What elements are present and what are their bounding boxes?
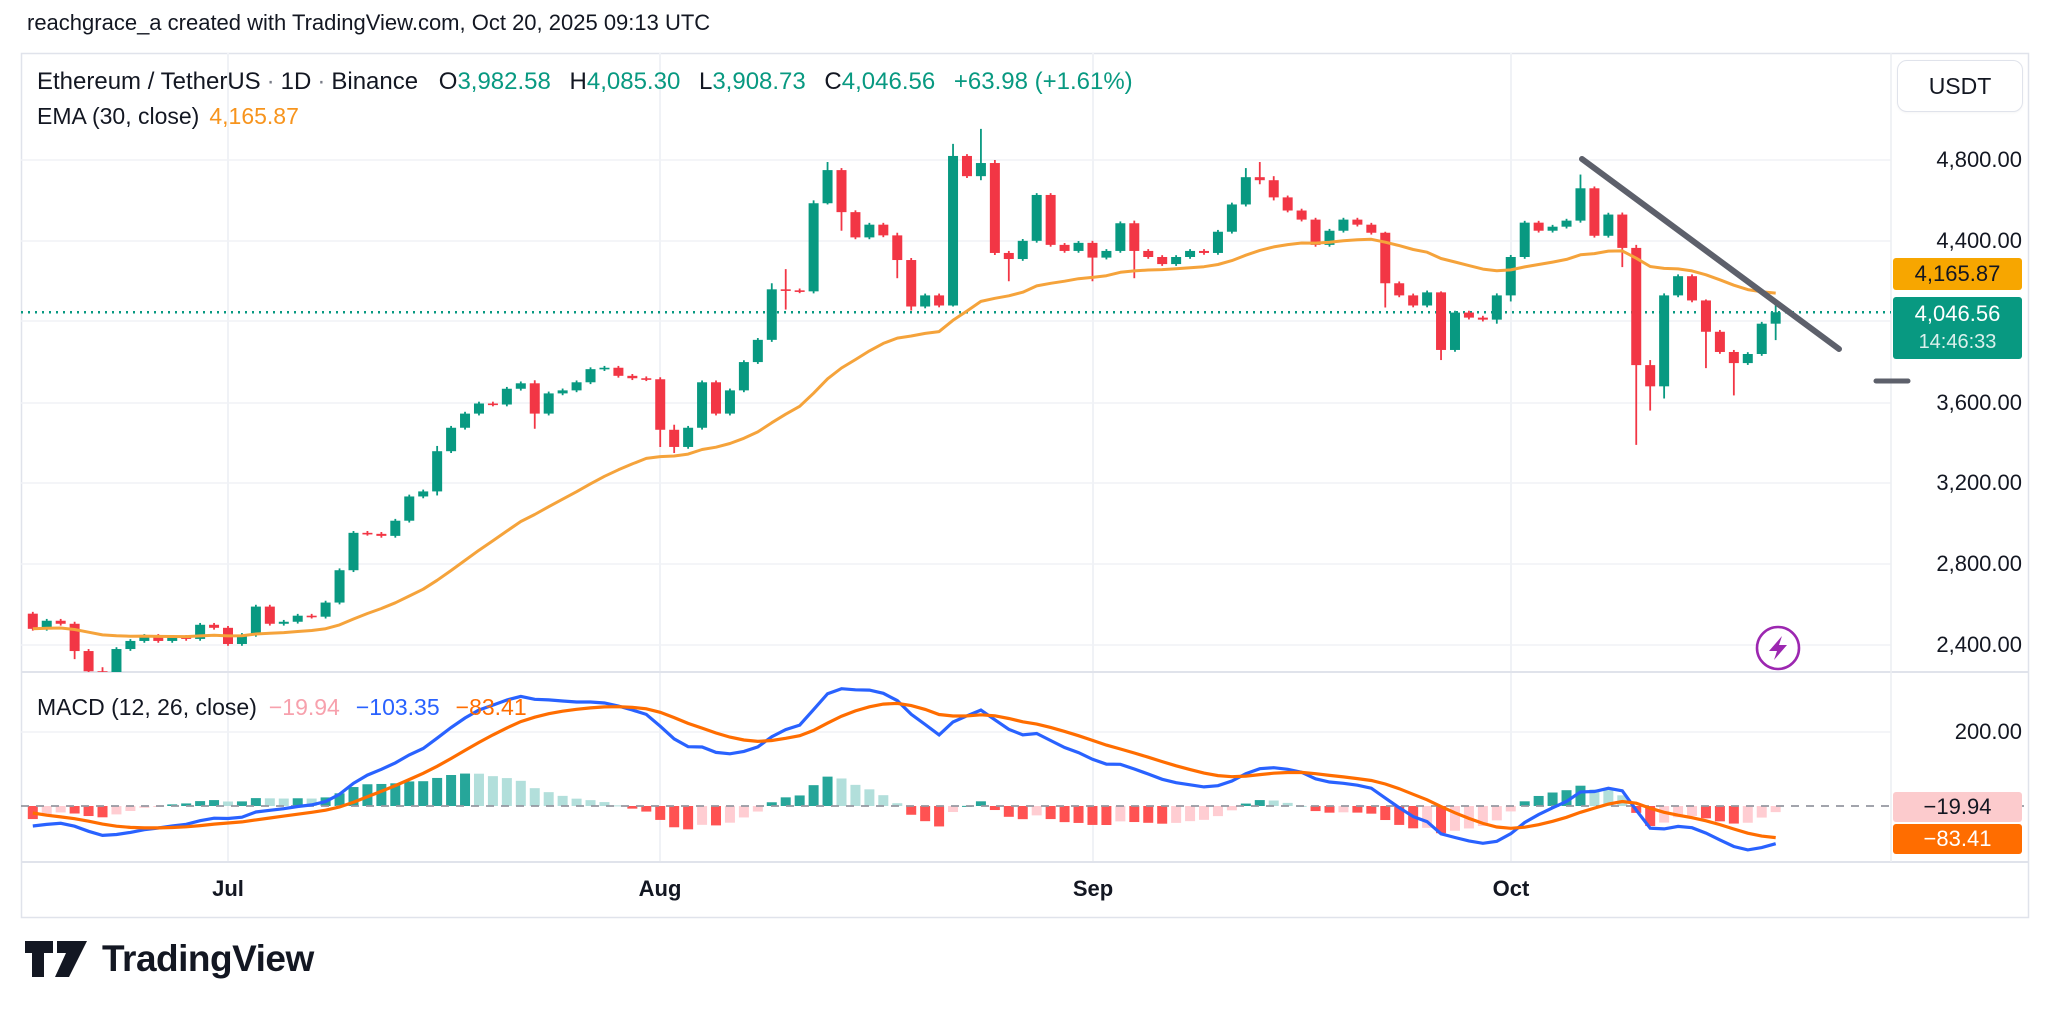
- last-price-badge: 4,046.56 14:46:33: [1893, 297, 2022, 359]
- macd-line-value: −103.35: [355, 694, 440, 720]
- ema-price-badge: 4,165.87: [1893, 258, 2022, 290]
- macd-hist-value: −19.94: [268, 694, 340, 720]
- macd-label: MACD (12, 26, close): [37, 694, 257, 720]
- price-axis-label: 2,400.00: [1936, 632, 2022, 657]
- price-axis-label: 2,800.00: [1936, 551, 2022, 576]
- tradingview-logo[interactable]: TradingView: [24, 936, 314, 982]
- high-value: 4,085.30: [586, 68, 681, 95]
- macd-hist-badge: −19.94: [1893, 792, 2022, 822]
- close-value: 4,046.56: [841, 68, 936, 95]
- price-axis-label: 3,600.00: [1936, 390, 2022, 415]
- low-label: L: [698, 68, 713, 95]
- macd-signal-value: −83.41: [455, 694, 527, 720]
- currency-toggle-button[interactable]: USDT: [1897, 60, 2023, 112]
- ema-value: 4,165.87: [209, 103, 299, 129]
- ema-legend[interactable]: EMA (30, close) 4,165.87: [37, 103, 299, 130]
- symbol-legend[interactable]: Ethereum / TetherUS · 1D · Binance O3,982.58…: [37, 68, 1133, 96]
- macd-legend[interactable]: MACD (12, 26, close) −19.94 −103.35 −83.41: [37, 694, 527, 721]
- time-axis-month-label: Jul: [212, 876, 244, 901]
- legend-separator: ·: [266, 68, 275, 95]
- price-axis-label: 3,200.00: [1936, 470, 2022, 495]
- timeframe-label: 1D: [280, 68, 312, 95]
- price-axis-label: 4,800.00: [1936, 147, 2022, 172]
- time-axis-month-label: Sep: [1072, 876, 1114, 901]
- time-axis-month-label: Aug: [638, 876, 682, 901]
- tradingview-logo-text: TradingView: [102, 938, 314, 979]
- price-axis-label: 4,400.00: [1936, 228, 2022, 253]
- close-label: C: [824, 68, 842, 95]
- tradingview-logo-icon: [25, 941, 87, 977]
- symbol-name: Ethereum / TetherUS: [37, 68, 261, 95]
- ema-label: EMA (30, close): [37, 103, 200, 129]
- change-value: +63.98 (+1.61%): [953, 68, 1133, 95]
- open-value: 3,982.58: [457, 68, 551, 95]
- high-label: H: [569, 68, 587, 95]
- open-label: O: [438, 68, 458, 95]
- macd-signal-badge: −83.41: [1893, 824, 2022, 854]
- attribution-text: reachgrace_a created with TradingView.co…: [27, 10, 711, 35]
- legend-separator-2: ·: [317, 68, 326, 95]
- exchange-label: Binance: [331, 68, 419, 95]
- bar-countdown: 14:46:33: [1918, 331, 1997, 353]
- time-axis-month-label: Oct: [1492, 876, 1530, 901]
- macd-axis-label: 200.00: [1954, 719, 2022, 744]
- low-value: 3,908.73: [712, 68, 806, 95]
- flash-icon[interactable]: [1755, 625, 1801, 671]
- last-price-value: 4,046.56: [1914, 301, 2001, 326]
